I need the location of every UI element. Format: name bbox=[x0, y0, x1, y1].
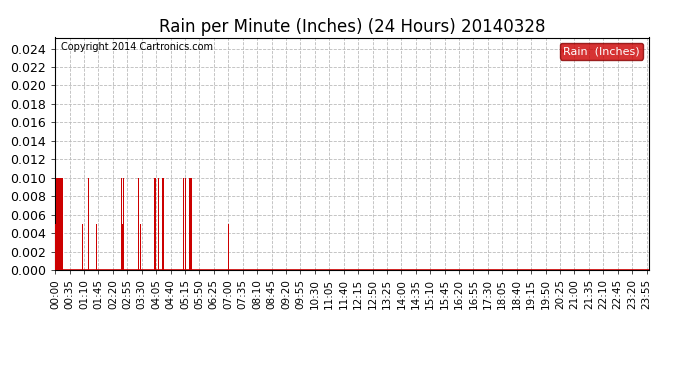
Legend: Rain  (Inches): Rain (Inches) bbox=[560, 43, 643, 60]
Title: Rain per Minute (Inches) (24 Hours) 20140328: Rain per Minute (Inches) (24 Hours) 2014… bbox=[159, 18, 545, 36]
Text: Copyright 2014 Cartronics.com: Copyright 2014 Cartronics.com bbox=[61, 42, 213, 52]
